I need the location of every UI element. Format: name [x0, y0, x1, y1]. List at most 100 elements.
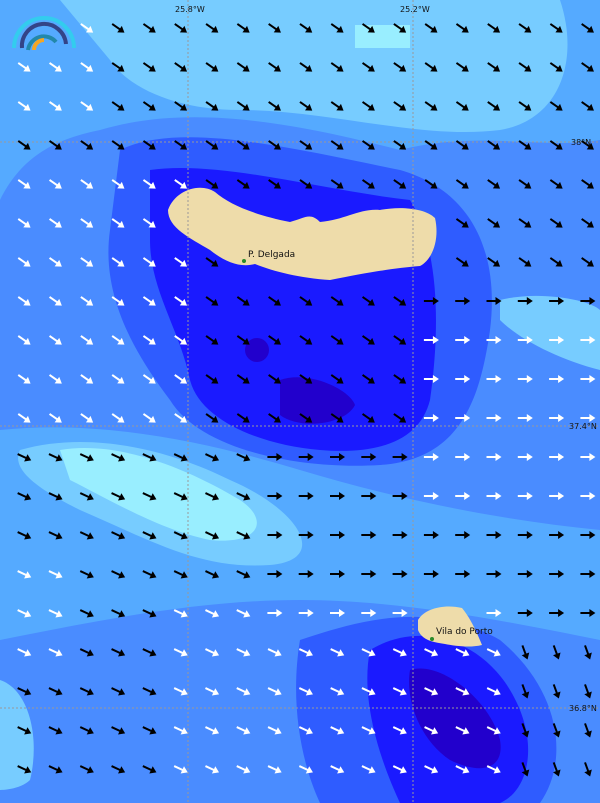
wind-arrow: [518, 257, 532, 267]
wind-arrow: [487, 257, 501, 267]
wind-arrow: [549, 297, 565, 305]
wind-arrow: [48, 531, 63, 540]
wind-arrow: [299, 101, 313, 111]
wind-arrow: [17, 413, 31, 423]
wind-arrow: [111, 492, 126, 501]
wind-arrow: [48, 179, 62, 189]
wind-arrow: [111, 62, 125, 72]
wind-arrow: [48, 765, 63, 774]
wind-arrow: [424, 23, 438, 33]
wind-arrow: [80, 62, 94, 72]
wind-arrow: [173, 453, 188, 462]
wind-arrow: [17, 687, 32, 696]
wind-arrow: [393, 335, 407, 345]
wind-arrow: [174, 62, 188, 72]
wind-arrow: [424, 726, 439, 735]
wind-arrow: [268, 179, 281, 189]
wind-arrow: [521, 723, 530, 738]
wind-arrow: [17, 140, 31, 150]
wind-arrow: [142, 687, 157, 696]
wind-arrow: [205, 648, 220, 657]
wind-arrow: [111, 687, 126, 696]
wind-arrow: [518, 179, 532, 189]
wind-arrow: [48, 648, 63, 657]
wind-arrow: [236, 609, 251, 618]
wind-arrow: [392, 687, 407, 696]
wind-arrow: [205, 257, 219, 267]
wind-arrow: [549, 531, 565, 539]
wind-arrow: [48, 218, 62, 228]
wind-arrow: [79, 765, 94, 774]
wind-arrow: [142, 609, 157, 618]
wind-arrow: [549, 257, 563, 267]
wind-arrow: [330, 140, 344, 150]
wind-arrow: [111, 413, 125, 423]
wind-arrow: [455, 297, 471, 305]
wind-arrow: [142, 101, 156, 111]
wind-arrow: [581, 257, 594, 267]
wind-arrow: [330, 453, 345, 461]
wind-arrow: [48, 726, 63, 735]
longitude-label: 25.2°W: [400, 5, 430, 14]
place-label-vila-do-porto: Vila do Porto: [436, 627, 493, 637]
wind-arrow: [455, 375, 471, 383]
wind-arrow: [581, 179, 594, 189]
wind-arrow: [580, 609, 596, 617]
wind-arrow: [330, 23, 344, 33]
wind-arrow: [205, 726, 220, 735]
wind-arrow: [142, 570, 157, 579]
wind-arrow: [17, 726, 32, 735]
wind-arrow: [361, 179, 375, 189]
wind-arrow: [330, 413, 344, 423]
wind-arrow: [111, 140, 125, 150]
wind-arrow: [267, 453, 283, 461]
island-sao-miguel: [168, 187, 437, 280]
wind-arrow: [584, 723, 592, 738]
wind-arrow: [17, 296, 31, 306]
wind-arrow: [48, 335, 62, 345]
wind-arrow: [486, 453, 502, 461]
wind-arrow: [236, 179, 250, 189]
wind-arrow: [423, 414, 439, 422]
latitude-label: 38°N: [571, 138, 592, 147]
wind-arrow: [236, 726, 251, 735]
wind-arrow: [111, 531, 126, 540]
wind-arrow: [79, 570, 94, 579]
wind-arrow: [173, 687, 188, 696]
wind-arrow: [173, 492, 188, 501]
wind-arrow: [486, 687, 501, 696]
wind-arrow: [361, 648, 376, 657]
wind-arrow: [330, 101, 344, 111]
wind-arrow: [79, 492, 94, 501]
wind-arrow: [549, 414, 565, 422]
wind-arrow: [423, 297, 439, 305]
wind-arrow: [330, 765, 345, 774]
wind-arrow: [455, 492, 471, 500]
wind-arrow: [584, 684, 592, 699]
wind-arrow: [142, 140, 156, 150]
wind-arrow: [111, 23, 125, 33]
wind-arrow: [48, 413, 62, 423]
wind-arrow: [173, 648, 188, 657]
wind-arrow: [424, 765, 439, 774]
wind-arrow: [580, 375, 596, 383]
wind-arrow: [236, 296, 250, 306]
wind-arrow: [17, 62, 31, 72]
wind-arrow: [455, 218, 469, 228]
wind-arrow: [517, 297, 533, 305]
wind-arrow: [142, 23, 156, 33]
wind-arrow: [584, 645, 592, 660]
wind-arrow: [205, 179, 219, 189]
wind-arrow: [299, 179, 313, 189]
wind-arrow: [48, 101, 62, 111]
wind-arrow: [236, 140, 250, 150]
wind-arrow: [330, 179, 344, 189]
wind-arrow: [48, 62, 62, 72]
wind-arrow: [111, 101, 125, 111]
wind-arrow: [423, 336, 439, 344]
wind-arrow: [236, 453, 251, 462]
wind-arrow: [299, 296, 313, 306]
wind-arrow: [581, 218, 594, 228]
wind-arrow: [455, 179, 469, 189]
